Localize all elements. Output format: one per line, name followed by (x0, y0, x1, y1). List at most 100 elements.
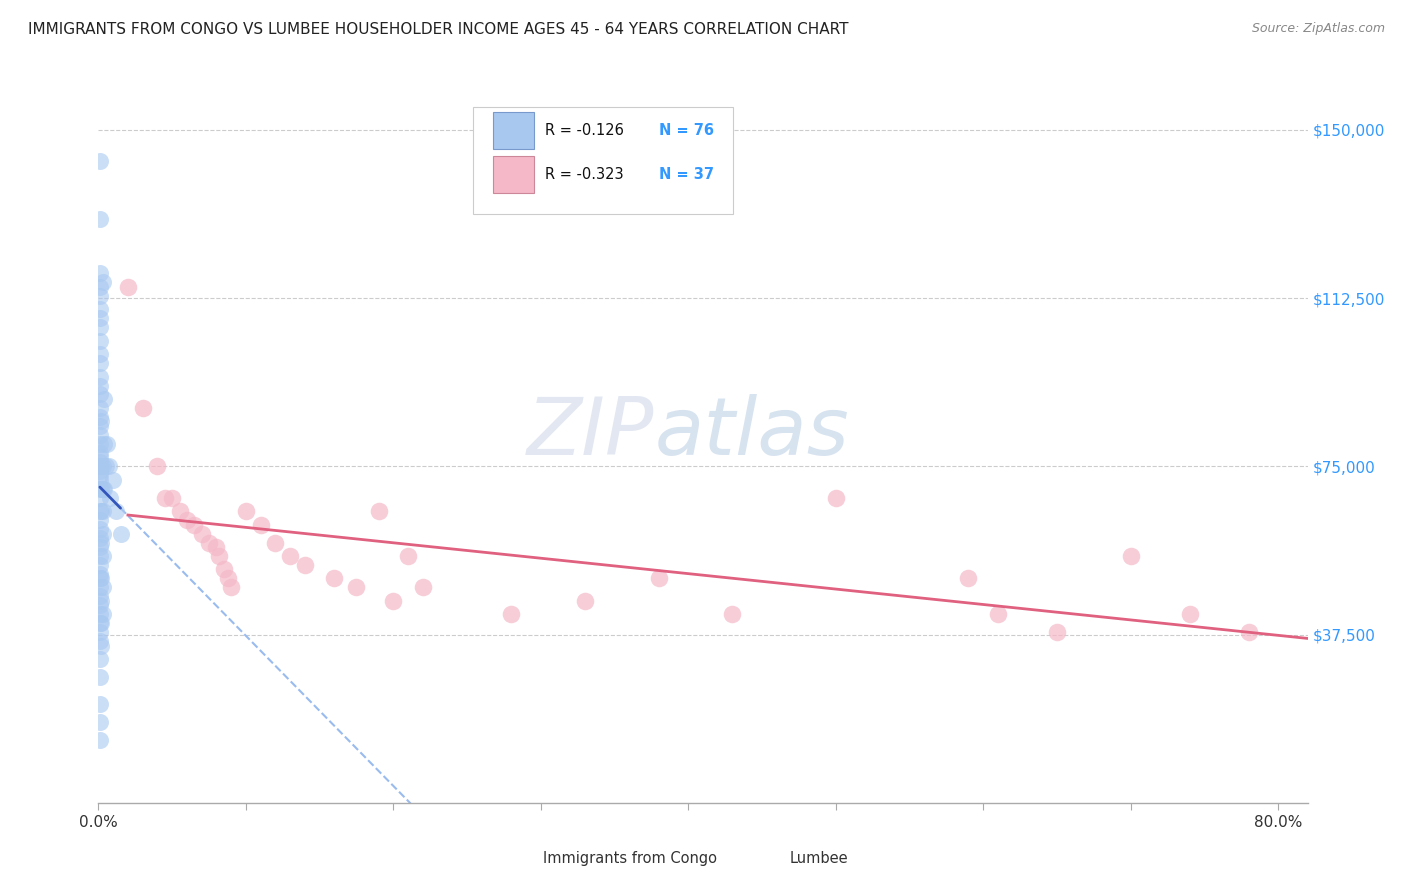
Point (323, 571, 346, 585)
Point (91, 607, 114, 622)
Point (117, 280, 139, 294)
Point (89, 437, 111, 451)
Text: IMMIGRANTS FROM CONGO VS LUMBEE HOUSEHOLDER INCOME AGES 45 - 64 YEARS CORRELATIO: IMMIGRANTS FROM CONGO VS LUMBEE HOUSEHOL… (28, 22, 849, 37)
Text: Lumbee: Lumbee (790, 851, 849, 866)
Point (198, 535, 221, 549)
Point (169, 504, 191, 518)
Point (89, 581, 111, 595)
Point (501, 607, 523, 622)
Point (89, 607, 111, 622)
Point (574, 594, 596, 608)
Point (89, 378, 111, 392)
Point (105, 504, 128, 518)
Point (89, 311, 111, 326)
Point (1178, 607, 1201, 622)
Point (190, 526, 212, 541)
Point (264, 535, 287, 549)
Point (367, 504, 389, 518)
Point (91, 459, 114, 474)
Point (98, 491, 121, 505)
Point (89, 733, 111, 747)
Point (648, 571, 671, 585)
Point (89, 320, 111, 334)
Text: N = 37: N = 37 (659, 168, 714, 182)
Point (382, 594, 405, 608)
Point (89, 446, 111, 460)
Point (90, 594, 112, 608)
Point (183, 517, 205, 532)
Point (89, 590, 111, 604)
Text: atlas: atlas (655, 393, 849, 472)
Point (89, 468, 111, 483)
Point (396, 549, 419, 563)
Point (89, 599, 111, 613)
Point (89, 522, 111, 536)
Point (97, 459, 120, 474)
Point (89, 571, 111, 585)
Point (278, 549, 301, 563)
Point (346, 581, 368, 595)
Point (89, 540, 111, 554)
Text: Source: ZipAtlas.com: Source: ZipAtlas.com (1251, 22, 1385, 36)
Point (294, 558, 316, 572)
Point (1046, 625, 1069, 640)
Point (412, 581, 434, 595)
Point (90, 414, 112, 428)
Point (153, 491, 176, 505)
Point (89, 401, 111, 415)
Point (89, 491, 111, 505)
Point (249, 517, 271, 532)
Point (987, 607, 1010, 622)
FancyBboxPatch shape (744, 844, 783, 872)
Text: Immigrants from Congo: Immigrants from Congo (543, 851, 717, 866)
FancyBboxPatch shape (492, 156, 534, 194)
Point (89, 450, 111, 465)
Point (1119, 549, 1142, 563)
Point (721, 607, 744, 622)
Point (146, 459, 169, 474)
FancyBboxPatch shape (496, 844, 534, 872)
Point (91, 549, 114, 563)
Point (824, 491, 846, 505)
Point (89, 334, 111, 348)
Point (1237, 625, 1260, 640)
FancyBboxPatch shape (492, 112, 534, 149)
Point (89, 409, 111, 424)
Point (89, 625, 111, 640)
Point (212, 562, 235, 576)
Point (89, 482, 111, 496)
Point (89, 280, 111, 294)
Text: R = -0.323: R = -0.323 (544, 168, 623, 182)
Point (89, 558, 111, 572)
Point (91, 504, 114, 518)
Point (89, 289, 111, 303)
Point (91, 581, 114, 595)
Point (89, 504, 111, 518)
Point (91, 482, 114, 496)
Point (90, 482, 112, 496)
Point (101, 473, 124, 487)
Point (94, 459, 117, 474)
Point (93, 437, 115, 451)
Point (89, 513, 111, 527)
Point (89, 549, 111, 563)
Point (90, 571, 112, 585)
Point (91, 275, 114, 289)
Point (89, 356, 111, 370)
Point (217, 571, 239, 585)
Point (160, 491, 183, 505)
Point (89, 714, 111, 729)
Point (89, 652, 111, 666)
Point (90, 459, 112, 474)
Point (90, 639, 112, 653)
Point (176, 513, 198, 527)
Point (957, 571, 980, 585)
Point (89, 387, 111, 401)
Point (89, 154, 111, 169)
Text: R = -0.126: R = -0.126 (544, 123, 623, 138)
Point (110, 526, 132, 541)
Point (89, 459, 111, 474)
Point (131, 401, 153, 415)
Point (235, 504, 257, 518)
Text: ZIP: ZIP (527, 393, 655, 472)
